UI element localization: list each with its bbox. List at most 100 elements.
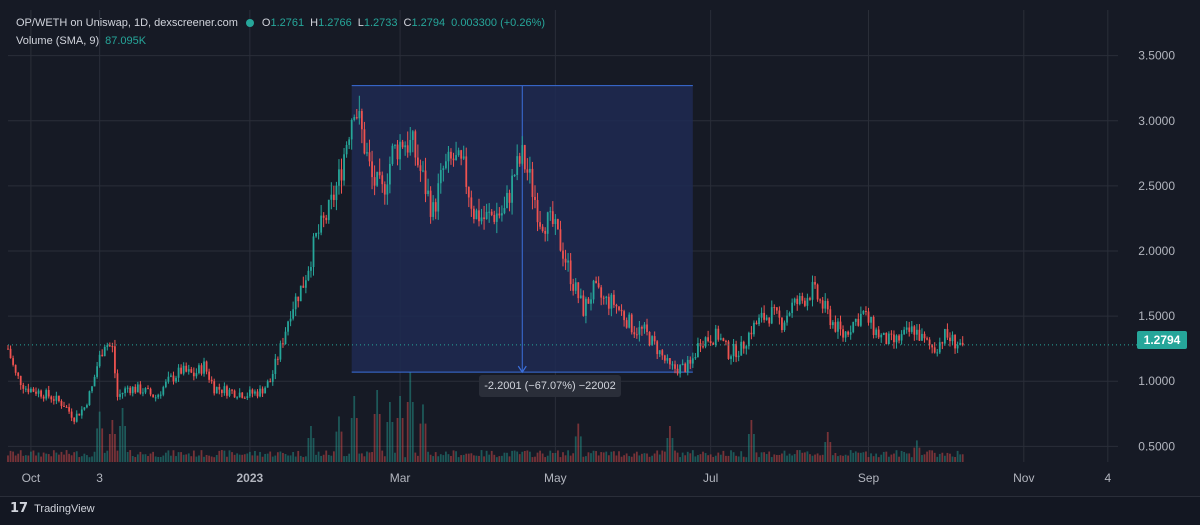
volume-bar: [577, 423, 580, 462]
candle-body: [513, 174, 516, 176]
volume-bar: [467, 453, 470, 462]
candle-body: [442, 168, 445, 171]
volume-bar: [753, 434, 755, 462]
brand[interactable]: 17 TradingView: [10, 501, 95, 516]
candle-body: [653, 336, 656, 342]
candle-body: [676, 368, 679, 374]
candle-body: [490, 211, 493, 215]
candle-body: [572, 284, 575, 291]
volume-bar: [656, 450, 659, 462]
candle-body: [615, 304, 618, 307]
volume-bar: [368, 452, 371, 462]
volume-bar: [579, 436, 582, 462]
volume-bar: [236, 453, 239, 462]
candle-body: [75, 413, 78, 422]
candle-body: [938, 342, 941, 353]
candle-body: [834, 322, 837, 332]
volume-bar: [274, 455, 277, 462]
candle-body: [562, 250, 564, 259]
candle-body: [954, 334, 956, 349]
volume-bar: [429, 454, 432, 462]
volume-bar: [691, 450, 694, 462]
candle-body: [717, 328, 720, 340]
candle-body: [42, 396, 45, 399]
volume-bar: [480, 450, 483, 462]
candle-body: [271, 373, 274, 382]
candle-body: [274, 358, 277, 374]
candle-body: [870, 316, 872, 323]
candle-body: [154, 397, 157, 399]
volume-bar: [439, 454, 442, 462]
volume-bar: [613, 451, 615, 462]
volume-bar: [697, 455, 699, 462]
volume-bar: [416, 455, 419, 462]
volume-bar: [740, 451, 743, 462]
volume-bar: [915, 440, 918, 462]
volume-bar: [378, 414, 381, 462]
volume-bar: [40, 456, 42, 462]
symbol-title[interactable]: OP/WETH on Uniswap, 1D, dexscreener.com: [16, 17, 238, 29]
candle-body: [388, 163, 391, 185]
volume-bar: [460, 455, 463, 462]
measure-box[interactable]: [351, 85, 693, 374]
chart-legend: OP/WETH on Uniswap, 1D, dexscreener.com …: [16, 14, 545, 50]
volume-bar: [495, 457, 498, 462]
volume-bar: [521, 451, 524, 462]
volume-bar: [707, 455, 710, 462]
volume-bar: [582, 456, 585, 462]
volume-bar: [821, 454, 824, 462]
candle-body: [786, 315, 788, 323]
volume-bar: [618, 451, 620, 462]
candle-body: [854, 318, 857, 322]
candle-body: [338, 169, 340, 186]
volume-bar: [330, 455, 333, 462]
candle-body: [574, 282, 577, 291]
volume-bar: [630, 456, 633, 462]
volume-bar: [284, 453, 287, 462]
volume-bar: [842, 455, 844, 462]
candle-body: [220, 389, 223, 394]
volume-bar: [96, 428, 98, 462]
candle-body: [215, 386, 218, 394]
candle-body: [320, 215, 323, 233]
volume-bar: [824, 442, 827, 462]
volume-bar: [569, 455, 572, 462]
volume-bar: [167, 450, 170, 462]
volume-bar: [478, 455, 480, 462]
time-axis[interactable]: Oct 3 2023 Mar May Jul Sep Nov 4: [22, 471, 1112, 485]
candle-body: [801, 296, 804, 301]
candle-body: [671, 364, 674, 366]
candle-body: [363, 129, 366, 154]
volume-bar: [623, 455, 625, 462]
volume-bar: [595, 451, 597, 462]
volume-bars: [7, 372, 964, 462]
candle-body: [625, 320, 628, 328]
candle-body: [796, 298, 799, 305]
candle-body: [304, 280, 307, 288]
volume-bar: [419, 423, 422, 462]
candle-body: [872, 316, 875, 335]
candle-body: [753, 322, 755, 335]
candle-body: [714, 328, 717, 345]
volume-bar: [959, 454, 962, 462]
measure-label[interactable]: -2.2001 (−67.07%) −22002: [479, 375, 621, 397]
candle-body: [661, 350, 664, 356]
price-axis[interactable]: 3.5000 3.0000 2.5000 2.0000 1.5000 1.0000 0.50…: [1138, 49, 1175, 454]
candle-body: [406, 145, 409, 153]
volume-bar: [485, 450, 488, 462]
candle-body: [663, 355, 666, 361]
candle-body: [585, 298, 587, 316]
volume-bar: [676, 452, 679, 462]
candle-body: [643, 324, 646, 329]
candle-body: [926, 338, 928, 340]
volume-bar: [551, 452, 554, 462]
volume-bar: [19, 450, 22, 462]
candle-body: [266, 381, 269, 388]
candle-body: [91, 386, 93, 392]
candle-body: [228, 389, 231, 396]
volume-label[interactable]: Volume (SMA, 9): [16, 35, 100, 47]
volume-bar: [434, 452, 437, 462]
candle-body: [763, 312, 766, 320]
